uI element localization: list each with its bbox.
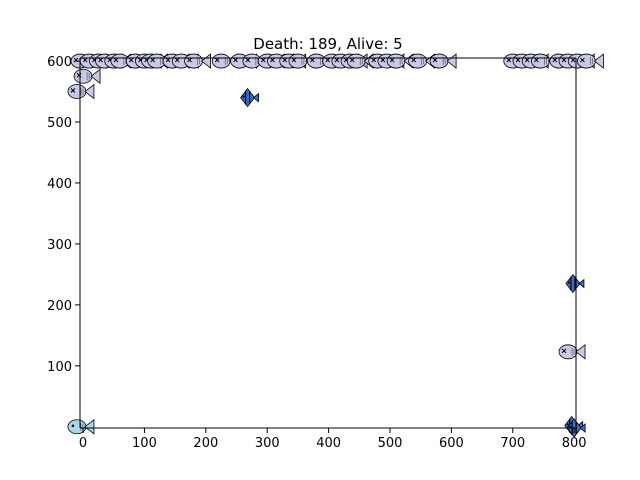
y-tick-label: 200 — [47, 299, 72, 314]
dead-fish-marker — [73, 68, 101, 85]
y-tick-label: 100 — [47, 360, 72, 375]
y-tick-label: 600 — [47, 55, 72, 70]
chart-marks — [67, 53, 604, 438]
dead-fish-marker — [67, 83, 95, 100]
y-tick-label: 300 — [47, 238, 72, 253]
y-tick-label: 400 — [47, 177, 72, 192]
chart-axes — [79, 57, 577, 429]
chart-ticks: 0 100 200 300 400 500 600 700 800 100 200 300 400 500… — [47, 55, 586, 451]
spiky-fish-marker — [565, 273, 585, 294]
x-tick-label: 800 — [562, 436, 587, 451]
spiky-fish-marker — [240, 87, 259, 108]
alive-fish-marker — [67, 418, 95, 435]
x-tick-label: 200 — [193, 436, 218, 451]
x-tick-label: 0 — [79, 436, 87, 451]
x-tick-label: 500 — [378, 436, 403, 451]
dead-fish-marker — [184, 53, 211, 69]
y-tick-label: 500 — [47, 116, 72, 131]
dead-fish-marker — [558, 343, 586, 360]
x-tick-label: 100 — [132, 436, 157, 451]
chart-title: Death: 189, Alive: 5 — [253, 35, 402, 53]
dead-fish-marker — [577, 53, 604, 69]
x-tick-label: 700 — [500, 436, 525, 451]
x-tick-label: 600 — [439, 436, 464, 451]
dead-fish-marker — [429, 53, 457, 69]
x-tick-label: 400 — [316, 436, 341, 451]
x-tick-label: 300 — [255, 436, 280, 451]
